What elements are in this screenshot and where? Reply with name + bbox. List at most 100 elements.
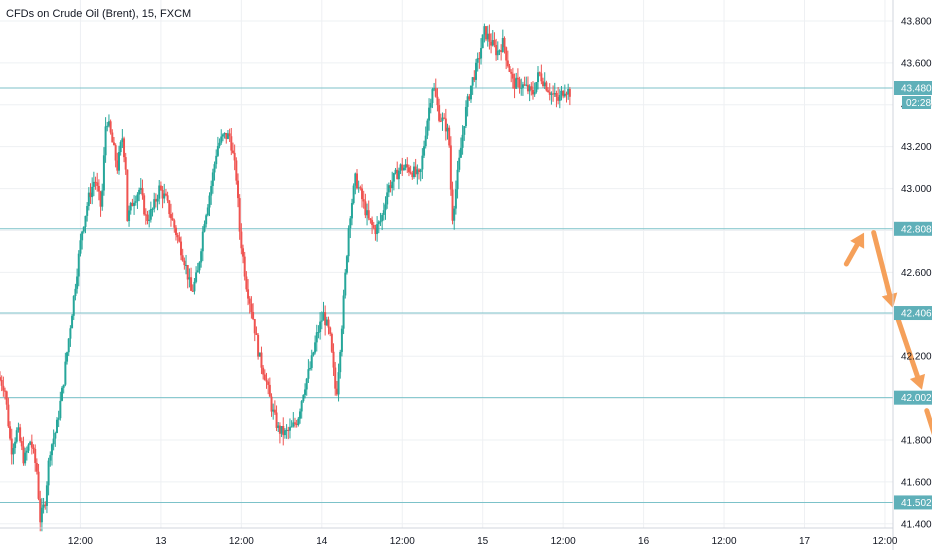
candle-body: [446, 127, 449, 132]
candle-body: [391, 181, 394, 189]
candle-body: [66, 352, 69, 362]
x-tick-label: 16: [638, 536, 650, 547]
candle-body: [386, 192, 389, 205]
projection-arrow-shaft: [895, 315, 920, 379]
x-tick-label: 12:00: [390, 536, 415, 547]
candle-body: [374, 227, 377, 235]
candle-body: [409, 172, 412, 174]
candle-body: [436, 96, 439, 106]
candle-body: [149, 209, 152, 220]
candle-body: [542, 81, 545, 87]
candle-body: [505, 47, 508, 61]
candle-body: [431, 89, 434, 104]
candle-body: [159, 185, 162, 190]
level-label-bg: [894, 81, 932, 95]
candle-body: [503, 37, 506, 48]
candle-body: [230, 136, 233, 151]
candle-body: [421, 155, 424, 170]
level-label-bg: [894, 390, 932, 405]
candle-body: [433, 88, 436, 90]
candle-body: [516, 77, 519, 80]
candle-body: [423, 146, 426, 156]
candle-body: [193, 281, 196, 292]
x-tick-label: 12:00: [229, 536, 254, 547]
candle-body: [32, 447, 35, 450]
candle-body: [500, 50, 503, 52]
time-axis: 12:00 13 12:00 14 12:00 15 12:00 16 12:00 17 12:00: [68, 536, 898, 547]
candle-body: [99, 191, 102, 207]
level-label: 43.480: [901, 84, 932, 95]
candle-body: [357, 187, 360, 189]
candle-body: [233, 152, 236, 161]
candle-body: [292, 422, 295, 427]
candle-body: [562, 90, 565, 97]
candle-body: [10, 438, 13, 455]
candle-body: [29, 441, 32, 445]
candle-body: [253, 319, 256, 334]
candle-body: [250, 303, 253, 312]
candle-body: [82, 226, 85, 232]
candle-body: [173, 220, 176, 228]
candle-body: [131, 202, 134, 207]
candle-body: [248, 298, 251, 304]
candle-body: [114, 145, 117, 161]
candle-body: [2, 385, 5, 391]
candle-body: [441, 117, 444, 121]
candle-body: [310, 355, 313, 368]
candle-body: [57, 418, 60, 420]
level-labels: 43.480 42.808 42.406 42.002 41.502 02:28: [894, 81, 932, 510]
candle-body: [369, 218, 372, 221]
candle-body: [501, 37, 504, 52]
candle-body: [116, 160, 119, 171]
candle-body: [518, 79, 521, 89]
level-label: 42.406: [901, 309, 932, 320]
candle-body: [72, 296, 75, 316]
candle-body: [61, 387, 64, 401]
x-tick-label: 17: [799, 536, 811, 547]
candle-body: [17, 427, 20, 431]
candle-body: [62, 384, 65, 388]
candle-body: [119, 142, 122, 153]
candle-body: [92, 181, 95, 187]
candle-body: [344, 272, 347, 296]
candle-body: [221, 134, 224, 137]
candle-body: [178, 237, 181, 242]
candle-body: [366, 210, 369, 216]
candle-body: [138, 189, 141, 195]
candle-body: [260, 352, 263, 368]
candle-body: [473, 77, 476, 80]
projection-arrow-shaft: [871, 230, 893, 297]
candle-body: [372, 224, 375, 228]
candle-body: [71, 315, 74, 329]
candle-body: [102, 155, 105, 191]
candle-body: [453, 208, 456, 221]
candle-body: [355, 173, 358, 189]
x-tick-label: 15: [477, 536, 489, 547]
candle-body: [203, 224, 206, 232]
candle-body: [568, 88, 571, 97]
candle-body: [407, 167, 410, 173]
candle-body: [349, 218, 352, 229]
candle-body: [379, 221, 382, 223]
candle-body: [272, 409, 275, 412]
candle-body: [481, 34, 484, 49]
level-label: 42.808: [901, 224, 932, 235]
candle-body: [498, 50, 501, 52]
candle-body: [216, 145, 219, 156]
candle-body: [526, 84, 529, 92]
candle-body: [77, 253, 80, 277]
candle-body: [278, 425, 281, 434]
candle-body: [444, 118, 447, 132]
candle-body: [168, 200, 171, 215]
candle-body: [228, 133, 231, 137]
candle-body: [67, 338, 70, 353]
candle-body: [163, 193, 166, 199]
candle-body: [50, 444, 53, 456]
candle-body: [458, 157, 461, 170]
candle-body: [329, 327, 332, 334]
candle-body: [443, 117, 446, 119]
candle-body: [411, 173, 414, 178]
candle-body: [560, 90, 563, 96]
candle-body: [412, 166, 415, 178]
candle-body: [287, 429, 290, 431]
